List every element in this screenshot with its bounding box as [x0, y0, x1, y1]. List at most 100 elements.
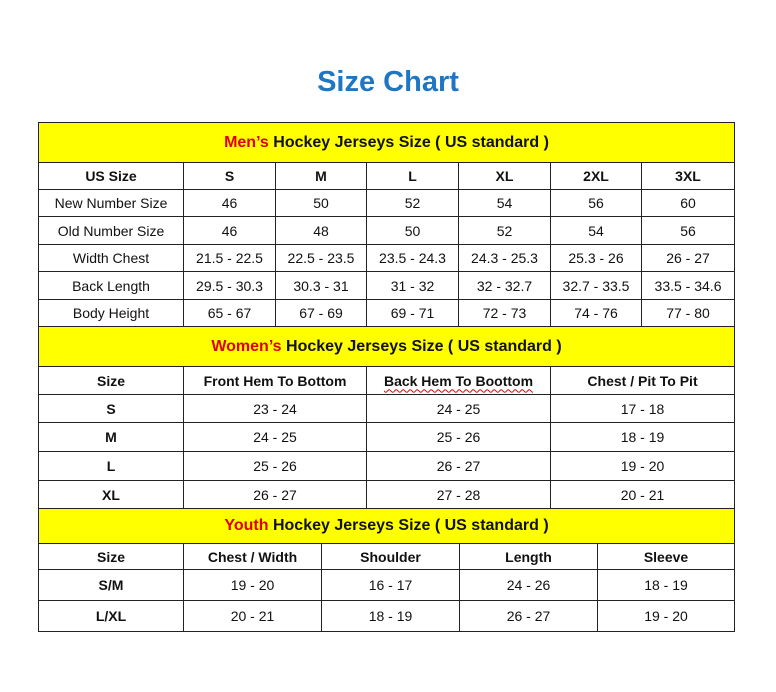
table-cell: 19 - 20: [549, 451, 736, 481]
table-cell: 33.5 - 34.6: [640, 271, 736, 300]
column-header: Chest / Width: [183, 543, 322, 570]
table-cell: 27 - 28: [366, 480, 551, 509]
column-header: M: [275, 162, 367, 190]
table-row: Width Chest 21.5 - 22.5 22.5 - 23.5 23.5 - …: [38, 244, 736, 272]
table-cell: 56: [550, 189, 642, 217]
column-header: Shoulder: [321, 543, 460, 570]
youth-section-heading: Youth Hockey Jerseys Size ( US standard …: [37, 508, 736, 544]
table-cell: 25 - 26: [183, 451, 367, 481]
table-cell: Body Height: [38, 299, 184, 327]
mens-size-table: Men’s Hockey Jerseys Size ( US standard …: [37, 122, 736, 327]
table-cell: Back Length: [38, 271, 184, 300]
table-row: S/M 19 - 20 16 - 17 24 - 26 18 - 19: [38, 569, 736, 601]
table-cell: 52: [458, 216, 551, 245]
youth-size-table: Youth Hockey Jerseys Size ( US standard …: [37, 508, 736, 632]
table-cell: New Number Size: [38, 189, 184, 217]
table-cell: 23 - 24: [183, 394, 367, 423]
column-header: Length: [459, 543, 598, 570]
table-cell: 46: [183, 216, 276, 245]
table-cell: 26 - 27: [366, 451, 551, 481]
table-cell: 56: [640, 216, 736, 245]
table-cell: Width Chest: [38, 244, 184, 272]
youth-label: Youth: [224, 517, 269, 534]
table-cell: 18 - 19: [321, 600, 460, 632]
table-cell: 19 - 20: [183, 569, 322, 601]
table-cell: 67 - 69: [275, 299, 367, 327]
column-header: Sleeve: [596, 543, 736, 570]
table-cell: S/M: [38, 569, 184, 601]
heading-text: Hockey Jerseys Size ( US standard ): [268, 517, 549, 534]
womens-size-table: Women’s Hockey Jerseys Size ( US standar…: [37, 326, 736, 509]
table-cell: L: [38, 451, 184, 481]
column-header: XL: [458, 162, 551, 190]
table-cell: 74 - 76: [550, 299, 642, 327]
table-cell: 24 - 25: [183, 422, 367, 452]
table-cell: 18 - 19: [549, 422, 736, 452]
table-cell: 77 - 80: [640, 299, 736, 327]
table-cell: 22.5 - 23.5: [275, 244, 367, 272]
mens-section-heading: Men’s Hockey Jerseys Size ( US standard …: [37, 122, 736, 163]
table-cell: 50: [366, 216, 459, 245]
table-cell: 69 - 71: [366, 299, 459, 327]
table-row: Old Number Size 46 48 50 52 54 56: [38, 216, 736, 245]
heading-text: Hockey Jerseys Size ( US standard ): [268, 133, 549, 151]
column-header: 3XL: [640, 162, 736, 190]
table-cell: 60: [640, 189, 736, 217]
table-cell: 48: [275, 216, 367, 245]
table-cell: 54: [458, 189, 551, 217]
column-header: Back Hem To Boottom: [366, 366, 551, 395]
table-cell: 19 - 20: [596, 600, 736, 632]
womens-section-heading: Women’s Hockey Jerseys Size ( US standar…: [37, 326, 736, 367]
table-cell: 54: [550, 216, 642, 245]
table-row: S 23 - 24 24 - 25 17 - 18: [38, 394, 736, 423]
table-cell: 16 - 17: [321, 569, 460, 601]
table-cell: 30.3 - 31: [275, 271, 367, 300]
mens-label: Men’s: [224, 133, 269, 151]
table-cell: 20 - 21: [183, 600, 322, 632]
table-cell: 25 - 26: [366, 422, 551, 452]
table-row: L/XL 20 - 21 18 - 19 26 - 27 19 - 20: [38, 600, 736, 632]
table-cell: 26 - 27: [459, 600, 598, 632]
header-row: Size Chest / Width Shoulder Length Sleeve: [38, 543, 736, 570]
column-header: US Size: [38, 162, 184, 190]
column-header: 2XL: [550, 162, 642, 190]
table-cell: M: [38, 422, 184, 452]
table-cell: 17 - 18: [549, 394, 736, 423]
table-cell: 32.7 - 33.5: [550, 271, 642, 300]
column-header: Front Hem To Bottom: [183, 366, 367, 395]
table-cell: 31 - 32: [366, 271, 459, 300]
table-cell: 65 - 67: [183, 299, 276, 327]
table-cell: 26 - 27: [640, 244, 736, 272]
page-title: Size Chart: [317, 66, 459, 98]
womens-label: Women’s: [211, 337, 282, 355]
heading-text: Hockey Jerseys Size ( US standard ): [281, 337, 562, 355]
table-cell: XL: [38, 480, 184, 509]
table-row: Back Length 29.5 - 30.3 30.3 - 31 31 - 32 32…: [38, 271, 736, 300]
table-cell: 18 - 19: [596, 569, 736, 601]
column-header: Chest / Pit To Pit: [549, 366, 736, 395]
table-cell: 23.5 - 24.3: [366, 244, 459, 272]
table-cell: 24 - 25: [366, 394, 551, 423]
table-cell: 32 - 32.7: [458, 271, 551, 300]
header-text: Back Hem To Boottom: [383, 372, 534, 389]
table-cell: 46: [183, 189, 276, 217]
table-row: New Number Size 46 50 52 54 56 60: [38, 189, 736, 217]
table-cell: Old Number Size: [38, 216, 184, 245]
header-row: Size Front Hem To Bottom Back Hem To Boott…: [38, 366, 736, 395]
column-header: Size: [38, 366, 184, 395]
table-cell: 26 - 27: [183, 480, 367, 509]
header-row: US Size S M L XL 2XL 3XL: [38, 162, 736, 190]
table-cell: 29.5 - 30.3: [183, 271, 276, 300]
table-cell: 24.3 - 25.3: [458, 244, 551, 272]
column-header: L: [366, 162, 459, 190]
table-cell: L/XL: [38, 600, 184, 632]
table-cell: 50: [275, 189, 367, 217]
table-cell: 21.5 - 22.5: [183, 244, 276, 272]
column-header: S: [183, 162, 276, 190]
table-cell: 52: [366, 189, 459, 217]
table-row: Body Height 65 - 67 67 - 69 69 - 71 72 - 73 7…: [38, 299, 736, 327]
table-row: M 24 - 25 25 - 26 18 - 19: [38, 422, 736, 452]
table-cell: 20 - 21: [549, 480, 736, 509]
column-header: Size: [38, 543, 184, 570]
table-cell: 72 - 73: [458, 299, 551, 327]
